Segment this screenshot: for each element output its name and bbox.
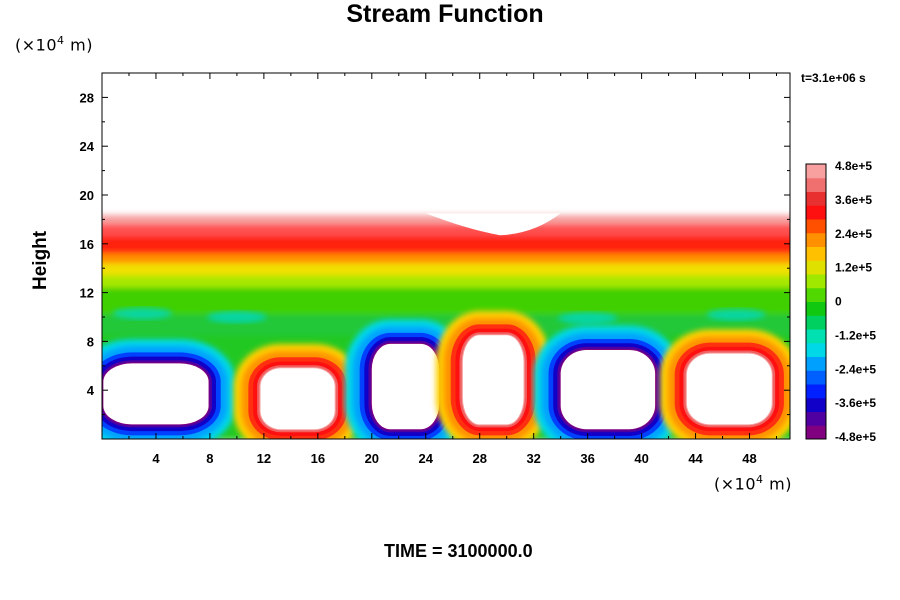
- y-tick-label: 20: [80, 188, 94, 203]
- colorbar-tick-label: -1.2e+5: [835, 328, 876, 342]
- band-5: [102, 263, 790, 277]
- colorbar-tick-label: -3.6e+5: [835, 396, 876, 410]
- top-dip: [425, 213, 561, 236]
- chart-title: Stream Function: [346, 0, 544, 28]
- colorbar-swatch: [806, 191, 826, 206]
- contour-field: [102, 73, 790, 439]
- cyan-patch-1: [207, 310, 267, 324]
- band-4: [102, 253, 790, 265]
- y-tick-label: 28: [80, 90, 94, 105]
- x-tick-label: 12: [257, 451, 271, 466]
- colorbar-swatch: [806, 260, 826, 275]
- colorbar-swatch: [806, 425, 826, 440]
- colorbar-swatch: [806, 232, 826, 247]
- colorbar-swatch: [806, 301, 826, 316]
- colorbar-swatch: [806, 287, 826, 302]
- x-tick-label: 32: [526, 451, 540, 466]
- x-tick-label: 36: [580, 451, 594, 466]
- colorbar-swatch: [806, 205, 826, 220]
- x-axis-unit: (×104 m): [714, 473, 792, 494]
- cyan-patch-2: [557, 312, 618, 325]
- cell-3-core: [462, 335, 524, 425]
- cell-3: [435, 310, 551, 439]
- colorbar-swatch: [806, 329, 826, 344]
- colorbar-swatch: [806, 384, 826, 399]
- colorbar-swatch: [806, 274, 826, 289]
- band-2: [102, 224, 790, 238]
- band-3: [102, 236, 790, 255]
- y-tick-label: 12: [80, 286, 94, 301]
- band-7: [102, 287, 790, 316]
- band-0: [102, 73, 790, 216]
- cell-5: [659, 329, 790, 439]
- colorbar-frame: [805, 163, 827, 440]
- colorbar-swatch: [806, 246, 826, 261]
- x-tick-label: 16: [311, 451, 325, 466]
- colorbar-tick-label: 2.4e+5: [835, 227, 872, 241]
- colorbar-swatch: [806, 342, 826, 357]
- cell-4: [533, 325, 683, 439]
- x-tick-label: 8: [206, 451, 213, 466]
- x-tick-label: 20: [365, 451, 379, 466]
- cell-5-core: [686, 353, 772, 425]
- y-tick-label: 16: [80, 237, 94, 252]
- colorbar-swatch: [806, 397, 826, 412]
- colorbar-swatch: [806, 219, 826, 234]
- colorbar-swatch: [806, 356, 826, 371]
- colorbar-tick-label: -4.8e+5: [835, 430, 876, 444]
- plot-frame: [101, 72, 791, 440]
- cell-0-core: [103, 363, 209, 425]
- x-tick-label: 24: [419, 451, 434, 466]
- y-tick-label: 8: [87, 334, 94, 349]
- y-axis-ticks: 4 8 12 16 20 24 28: [80, 90, 790, 416]
- cell-0: [102, 338, 236, 439]
- colorbar-tick-label: 3.6e+5: [835, 193, 872, 207]
- colorbar-tick-label: 4.8e+5: [835, 159, 872, 173]
- cell-2-core: [371, 343, 440, 430]
- colorbar-swatch: [806, 164, 826, 179]
- cell-2: [344, 319, 467, 439]
- cell-4-core: [560, 349, 656, 430]
- y-tick-label: 4: [87, 383, 95, 398]
- x-tick-label: 40: [634, 451, 648, 466]
- y-tick-label: 24: [80, 139, 95, 154]
- time-footer: TIME = 3100000.0: [384, 541, 533, 561]
- x-tick-label: 28: [472, 451, 486, 466]
- cell-1-core: [260, 368, 335, 430]
- colorbar-swatch: [806, 315, 826, 330]
- colorbar-tick-label: 1.2e+5: [835, 261, 872, 275]
- cyan-patch-0: [112, 307, 173, 320]
- time-label: t=3.1e+06 s: [801, 71, 866, 85]
- cell-1: [233, 343, 362, 439]
- colorbar-tick-label: 0: [835, 295, 842, 309]
- colorbar-swatch: [806, 177, 826, 192]
- x-tick-label: 4: [152, 451, 160, 466]
- y-axis-unit: (×104 m): [15, 34, 93, 55]
- x-tick-label: 48: [742, 451, 756, 466]
- colorbar: 4.8e+5 3.6e+5 2.4e+5 1.2e+5 0 -1.2e+5 -2.4e+5 -…: [805, 159, 876, 444]
- x-tick-label: 44: [688, 451, 703, 466]
- colorbar-swatch: [806, 411, 826, 426]
- band-6: [102, 275, 790, 289]
- colorbar-swatch: [806, 370, 826, 385]
- cyan-patch-3: [706, 308, 766, 321]
- x-axis-ticks: 4 8 12 16 20 24 28 32 36 40 44 48: [128, 73, 778, 466]
- colorbar-tick-label: -2.4e+5: [835, 362, 876, 376]
